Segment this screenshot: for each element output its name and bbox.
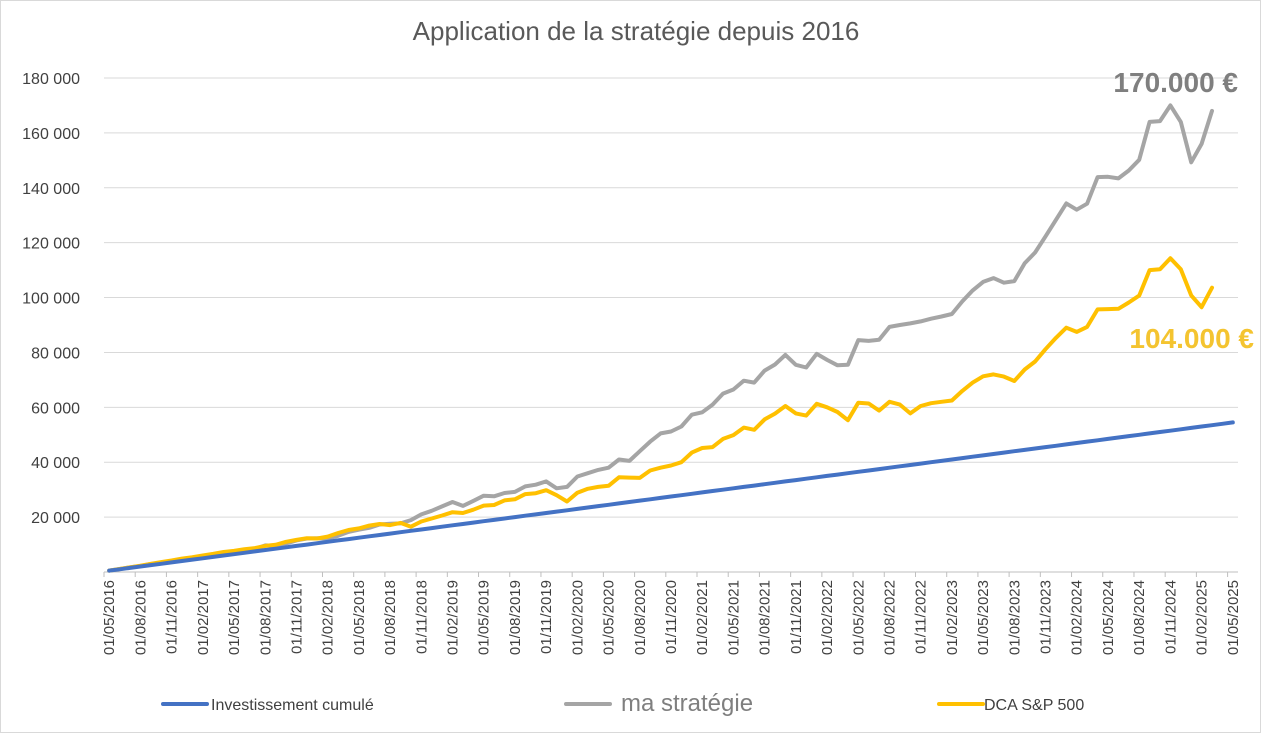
annotation-label: 170.000 € — [1113, 67, 1238, 98]
y-axis-ticks: 20 000 40 000 60 000 80 000 100 000 120 000 14… — [22, 71, 80, 527]
gridlines — [104, 77, 1238, 518]
annotation-label: 104.000 € — [1129, 323, 1254, 354]
legend-label-dca-sp500: DCA S&P 500 — [984, 697, 1084, 714]
x-tick-label: 01/02/2023 — [944, 580, 961, 655]
x-tick-label: 01/11/2020 — [663, 580, 680, 654]
x-tick-label: 01/05/2025 — [1225, 580, 1242, 655]
chart-title: Application de la stratégie depuis 2016 — [413, 16, 860, 46]
x-tick-label: 01/11/2024 — [1162, 580, 1179, 654]
x-axis: 01/05/2016 01/08/2016 01/11/2016 01/02/2017… — [101, 571, 1242, 655]
y-tick-label: 20 000 — [31, 510, 80, 527]
x-tick-label: 01/05/2019 — [476, 580, 493, 655]
x-tick-label: 01/11/2021 — [788, 580, 805, 654]
x-tick-label: 01/05/2021 — [725, 580, 742, 655]
y-tick-label: 160 000 — [22, 126, 80, 143]
x-tick-label: 01/08/2018 — [382, 580, 399, 655]
x-tick-label: 01/11/2019 — [538, 580, 555, 654]
y-tick-label: 60 000 — [31, 400, 80, 417]
x-tick-label: 01/05/2016 — [101, 580, 118, 655]
x-tick-label: 01/08/2021 — [757, 580, 774, 655]
y-tick-label: 180 000 — [22, 71, 80, 88]
x-tick-label: 01/02/2025 — [1194, 580, 1211, 655]
y-tick-label: 40 000 — [31, 455, 80, 472]
series-lines — [107, 103, 1235, 573]
x-tick-label: 01/02/2017 — [195, 580, 212, 655]
legend-label-investissement: Investissement cumulé — [211, 697, 374, 714]
y-tick-label: 120 000 — [22, 236, 80, 253]
legend-label-ma-strategie: ma stratégie — [621, 690, 753, 717]
legend: Investissement cumulé ma stratégie DCA S… — [161, 690, 1084, 717]
y-tick-label: 140 000 — [22, 181, 80, 198]
x-tick-label: 01/11/2022 — [913, 580, 930, 654]
x-tick-label: 01/11/2023 — [1038, 580, 1055, 654]
x-tick-label: 01/08/2017 — [257, 580, 274, 655]
y-tick-label: 80 000 — [31, 345, 80, 362]
x-tick-label: 01/08/2023 — [1006, 580, 1023, 655]
x-tick-label: 01/11/2018 — [413, 580, 430, 654]
x-tick-label: 01/08/2024 — [1131, 580, 1148, 655]
x-tick-label: 01/05/2023 — [975, 580, 992, 655]
x-tick-label: 01/02/2019 — [445, 580, 462, 655]
x-tick-label: 01/08/2022 — [881, 580, 898, 655]
x-tick-label: 01/11/2016 — [164, 580, 181, 654]
x-tick-label: 01/02/2021 — [694, 580, 711, 655]
x-tick-label: 01/08/2019 — [507, 580, 524, 655]
series-line-1 — [107, 103, 1214, 573]
x-tick-label: 01/05/2017 — [226, 580, 243, 655]
x-tick-label: 01/08/2020 — [632, 580, 649, 655]
x-tick-label: 01/05/2022 — [850, 580, 867, 655]
x-tick-label: 01/02/2018 — [320, 580, 337, 655]
x-tick-label: 01/05/2020 — [601, 580, 618, 655]
x-tick-label: 01/11/2017 — [288, 580, 305, 654]
series-line-2 — [107, 256, 1214, 573]
series-line-0 — [107, 420, 1235, 573]
annotations: 170.000 € 104.000 € — [1113, 67, 1254, 354]
y-tick-label: 100 000 — [22, 291, 80, 308]
x-tick-label: 01/05/2018 — [351, 580, 368, 655]
x-tick-label: 01/02/2020 — [569, 580, 586, 655]
x-tick-label: 01/02/2024 — [1069, 580, 1086, 655]
x-tick-label: 01/02/2022 — [819, 580, 836, 655]
x-tick-label: 01/05/2024 — [1100, 580, 1117, 655]
x-tick-label: 01/08/2016 — [132, 580, 149, 655]
